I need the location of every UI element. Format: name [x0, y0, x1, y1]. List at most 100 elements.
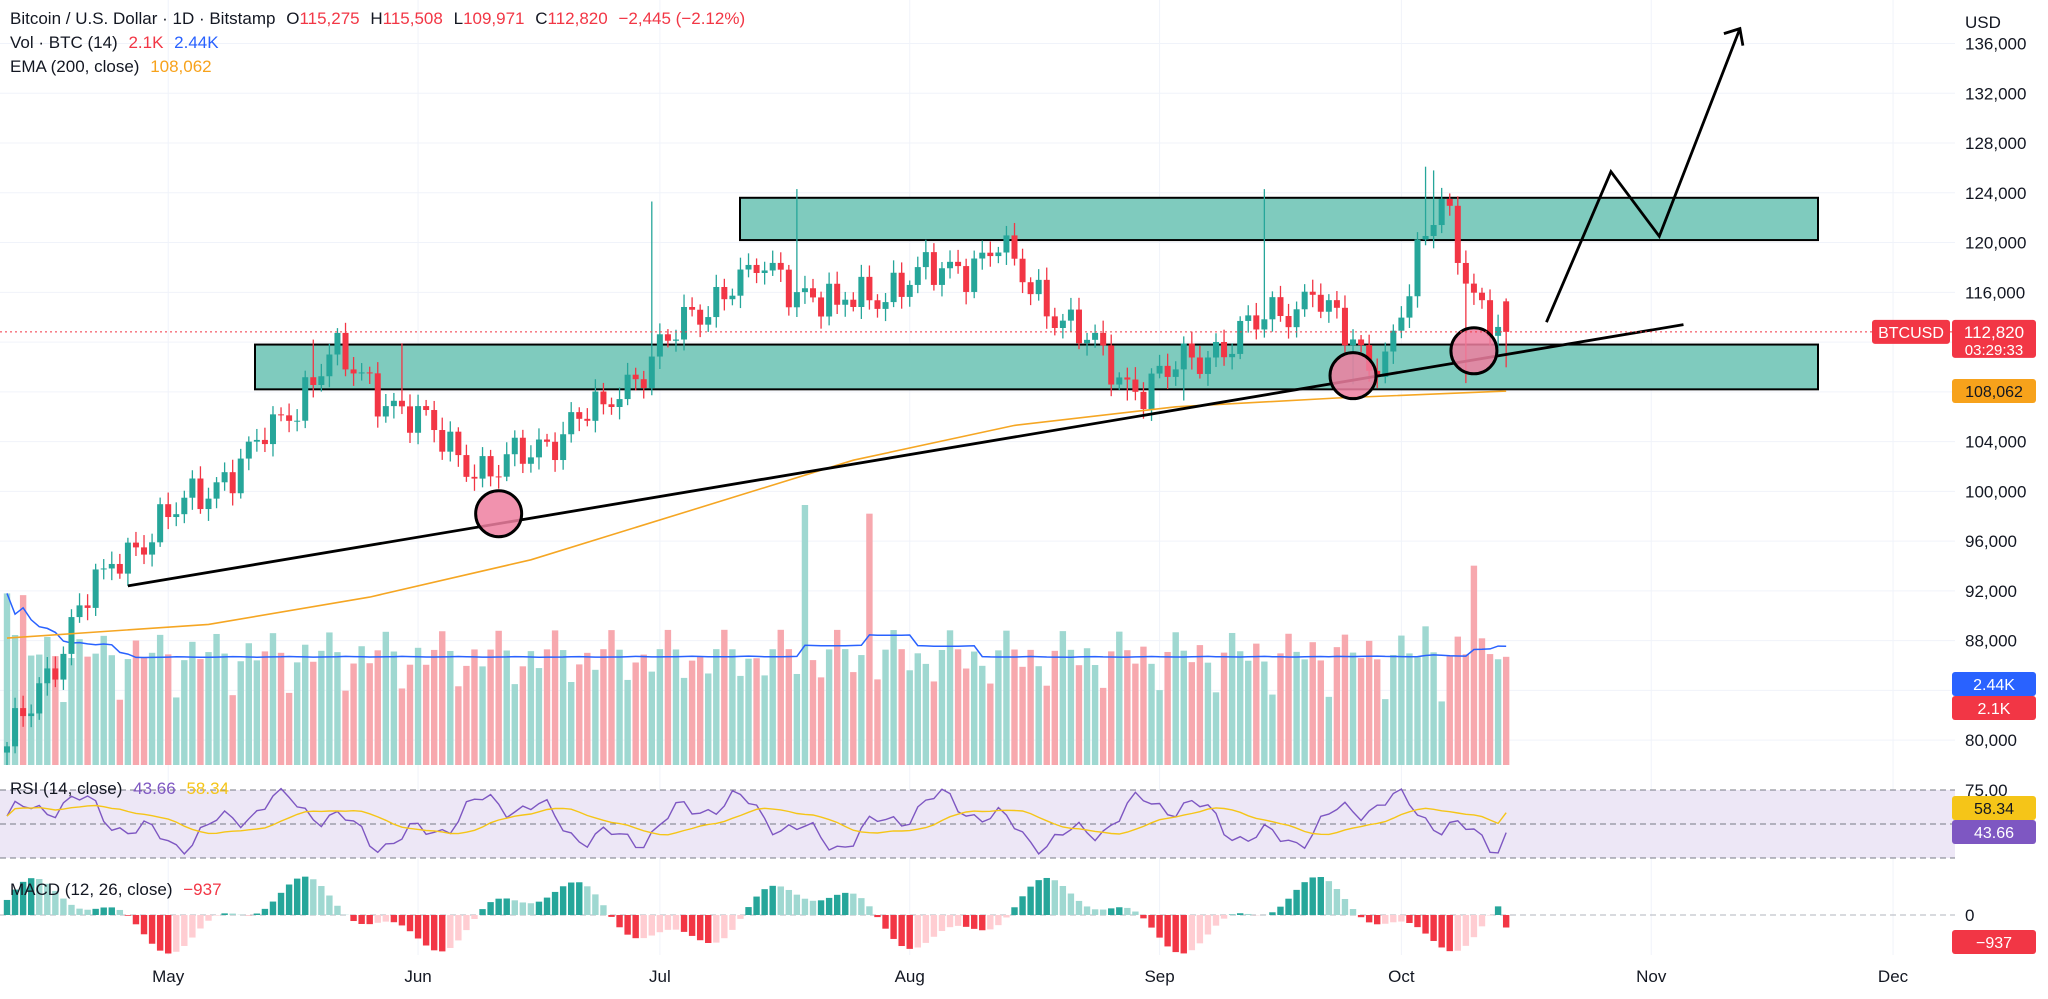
candle-body [560, 434, 566, 460]
volume-bar [1068, 650, 1074, 765]
volume-bar [705, 673, 711, 765]
candle-body [915, 267, 921, 285]
macd-bar [1060, 886, 1066, 915]
volume-bar [165, 654, 171, 765]
macd-bar [1044, 878, 1050, 915]
candle [834, 272, 840, 314]
macd-bar [471, 915, 477, 919]
macd-bar [1052, 880, 1058, 915]
volume-bar [1027, 650, 1033, 765]
candle-body [907, 285, 913, 297]
ema-200-line [7, 391, 1506, 638]
candle [810, 279, 816, 302]
candle-body [278, 414, 284, 415]
candle-body [85, 605, 91, 608]
macd-bar [745, 907, 751, 915]
volume-bar [826, 649, 832, 765]
macd-bar [665, 915, 671, 930]
volume-bar [616, 650, 622, 765]
volume-legend[interactable]: Vol · BTC (14) 2.1K 2.44K [10, 33, 219, 53]
symbol-legend[interactable]: Bitcoin / U.S. Dollar · 1D · Bitstamp O1… [10, 9, 745, 29]
volume-bar [254, 660, 260, 765]
candle [907, 281, 913, 307]
candle-body [52, 668, 58, 679]
candle-body [439, 430, 445, 452]
price-tick-label: 104,000 [1965, 433, 2026, 452]
ema-legend[interactable]: EMA (200, close) 108,062 [10, 57, 212, 77]
macd-badge-text: −937 [1976, 935, 2012, 952]
volume-bar [907, 670, 913, 765]
candle [1471, 274, 1477, 305]
macd-bar [367, 915, 373, 924]
macd-legend[interactable]: MACD (12, 26, close) −937 [10, 880, 222, 900]
volume-bar [1438, 701, 1444, 765]
candle [1269, 291, 1275, 331]
volume-bar [657, 649, 663, 765]
macd-bar [399, 915, 405, 925]
macd-bar [1035, 880, 1041, 915]
vol-badge-text: 2.1K [1978, 701, 2011, 718]
candle-body [1165, 366, 1171, 377]
close-value: 112,820 [548, 9, 608, 28]
candle-body [536, 440, 542, 458]
candle-body [318, 376, 324, 385]
volume-bar [431, 650, 437, 765]
volume-bar [673, 649, 679, 765]
candle-body [101, 568, 107, 569]
candle [302, 371, 308, 428]
candle-body [1310, 292, 1316, 295]
candle [1310, 280, 1316, 308]
volume-bar [560, 650, 566, 765]
candle-body [1020, 259, 1026, 282]
candle-body [721, 287, 727, 299]
candle [754, 258, 760, 283]
close-label: C [535, 9, 547, 28]
volume-bar [544, 649, 550, 765]
volume-bar [479, 666, 485, 765]
volume-bar [649, 672, 655, 765]
volume-bar [1124, 650, 1130, 765]
volume-bar [1197, 645, 1203, 765]
candle-body [1140, 392, 1146, 409]
macd-bar [1124, 908, 1130, 915]
macd-bar [1027, 887, 1033, 915]
high-label: H [370, 9, 382, 28]
candle [1415, 232, 1421, 308]
volume-bar [971, 652, 977, 765]
volume-bar [221, 654, 227, 765]
time-label: Sep [1144, 967, 1174, 986]
rsi-ma-badge: 58.34 [1952, 796, 2036, 820]
candle-body [367, 372, 373, 373]
candle-body [117, 564, 123, 574]
candle-body [842, 300, 848, 305]
candle [1342, 295, 1348, 352]
macd-bar [101, 907, 107, 915]
macd-bar [117, 910, 123, 915]
macd-bar [624, 915, 630, 935]
candle-body [850, 300, 856, 307]
volume-bar [1479, 638, 1485, 765]
volume-bar [1358, 658, 1364, 765]
macd-bar [939, 915, 945, 931]
macd-bar [608, 915, 614, 917]
candle [480, 447, 486, 487]
volume-bar [979, 666, 985, 765]
candle-body [818, 297, 824, 316]
volume-bar [141, 658, 147, 765]
macd-bar [858, 898, 864, 915]
macd-bar [632, 915, 638, 938]
macd-bar [657, 915, 663, 932]
candle [165, 493, 171, 530]
candle-body [28, 713, 34, 716]
macd-bar [60, 899, 66, 915]
candle [173, 502, 179, 526]
volume-bar [229, 695, 235, 765]
volume-bar [536, 668, 542, 765]
rsi-legend[interactable]: RSI (14, close) 43.66 58.34 [10, 779, 229, 799]
candle-body [1503, 301, 1509, 332]
candle-body [1398, 318, 1404, 331]
macd-bar [987, 915, 993, 929]
volume-bar [834, 630, 840, 765]
macd-bar [1366, 915, 1372, 922]
